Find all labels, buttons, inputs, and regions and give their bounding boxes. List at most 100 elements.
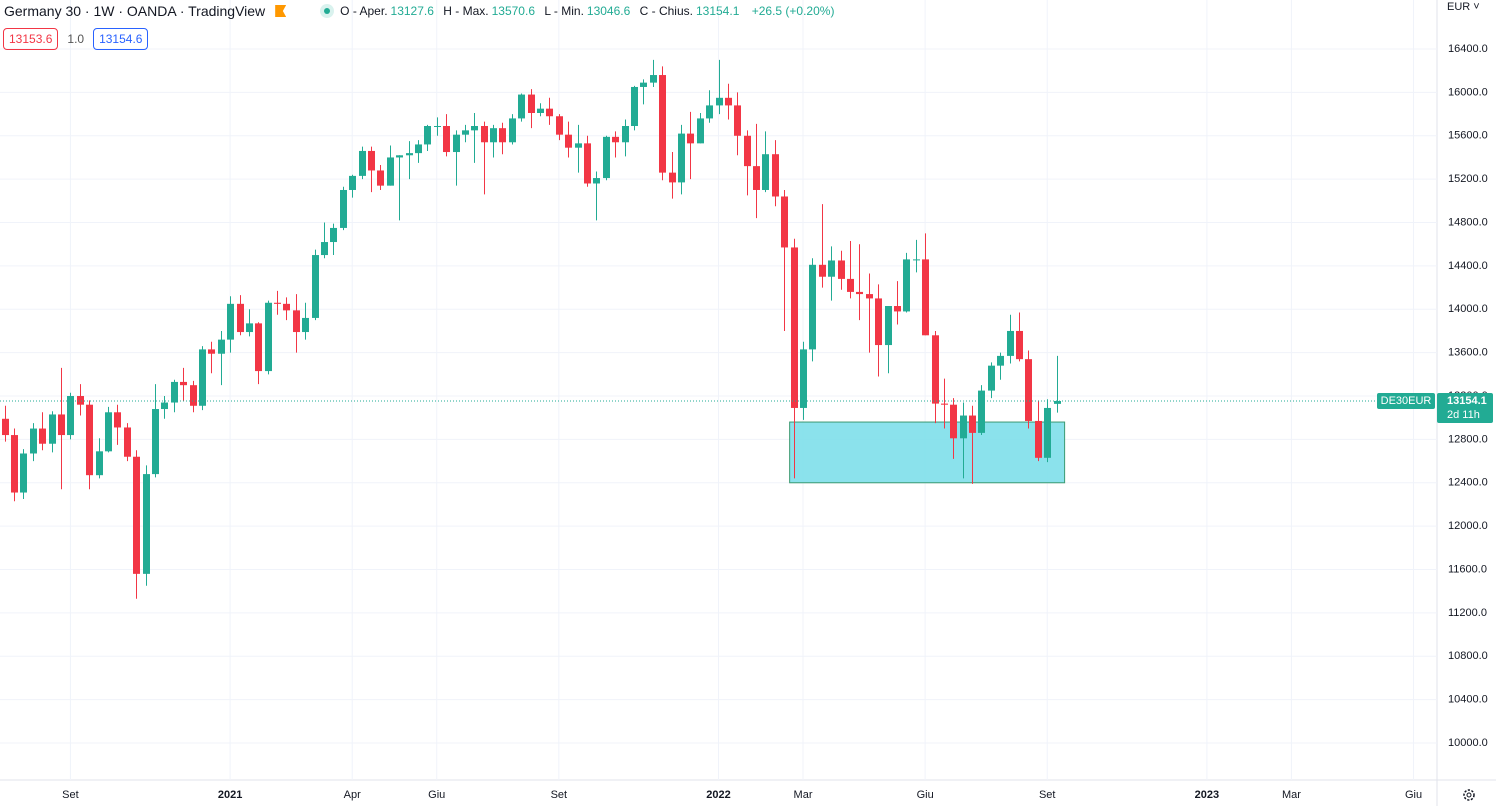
candle-body xyxy=(556,116,563,135)
candle-body xyxy=(913,259,920,261)
candle-body xyxy=(678,133,685,183)
y-tick-label: 11200.0 xyxy=(1448,607,1487,619)
settings-button[interactable] xyxy=(1463,789,1475,801)
candle-body xyxy=(58,414,65,436)
buy-button[interactable]: 13154.6 xyxy=(93,28,149,50)
legend-value: 13570.6 xyxy=(491,4,535,18)
candle-body xyxy=(415,144,422,154)
legend-value: 13127.6 xyxy=(390,4,434,18)
candle-body xyxy=(978,390,985,433)
candle-body xyxy=(227,303,234,340)
gear-ring xyxy=(1463,789,1475,801)
currency: EUR xyxy=(1447,1,1471,13)
candle-body xyxy=(199,349,206,406)
candle-body xyxy=(941,403,948,405)
legend-value: 13046.6 xyxy=(586,4,631,18)
candle-body xyxy=(575,143,582,148)
candle-body xyxy=(537,108,544,113)
x-tick-label: Apr xyxy=(344,789,361,801)
candle-body xyxy=(2,418,9,436)
candle-body xyxy=(349,175,356,190)
candle-body xyxy=(518,94,525,119)
candle-body xyxy=(885,306,892,346)
candle-body xyxy=(39,428,46,444)
market-status[interactable] xyxy=(320,4,335,18)
currency-button[interactable]: EUR ˅ xyxy=(1447,1,1480,13)
candle-body xyxy=(584,143,591,184)
y-tick-label: 16000.0 xyxy=(1448,86,1488,98)
candle-body xyxy=(274,302,281,304)
candle-body xyxy=(471,126,478,131)
candle-body xyxy=(293,310,300,333)
candle-body xyxy=(781,196,788,248)
candle-body xyxy=(161,402,168,410)
legend-label: L - Min. xyxy=(544,4,584,18)
candle-body xyxy=(359,150,366,176)
x-tick-label: Giu xyxy=(917,789,934,801)
candle-body xyxy=(114,412,121,428)
candle-body xyxy=(960,415,967,439)
candle-body xyxy=(1025,359,1032,421)
candle-body xyxy=(237,303,244,333)
symbol-title[interactable]: Germany 30 · 1W · OANDA · TradingView xyxy=(4,3,266,19)
candle-body xyxy=(866,294,873,299)
candle-body xyxy=(659,75,666,173)
header: Germany 30 · 1W · OANDA · TradingView O … xyxy=(4,3,840,19)
candle-body xyxy=(1016,330,1023,360)
candle-body xyxy=(152,409,159,475)
candle-body xyxy=(283,303,290,311)
candle-body xyxy=(706,105,713,119)
legend-label: O - Aper. xyxy=(340,4,388,18)
candle-body xyxy=(969,415,976,433)
candle-body xyxy=(1035,420,1042,458)
candle-body xyxy=(809,264,816,350)
zone-box xyxy=(789,421,1066,484)
symbol-tag-label: DE30EUR xyxy=(1381,395,1432,407)
candle-body xyxy=(997,355,1004,366)
last-price-label: 13154.1 xyxy=(1447,395,1487,407)
candle-body xyxy=(302,317,309,333)
y-tick-label: 12000.0 xyxy=(1448,520,1488,532)
candle-body xyxy=(30,428,37,454)
y-tick-label: 15200.0 xyxy=(1448,173,1488,185)
candle-body xyxy=(443,126,450,153)
x-tick-label: Giu xyxy=(1405,789,1422,801)
candle-body xyxy=(847,278,854,292)
candle-body xyxy=(838,260,845,279)
candle-body xyxy=(875,298,882,346)
gear-hub xyxy=(1466,792,1472,798)
candle-body xyxy=(950,404,957,439)
candle-body xyxy=(593,178,600,184)
candle-body xyxy=(1054,400,1061,404)
candle-body xyxy=(772,154,779,197)
candle-body xyxy=(143,474,150,574)
candle-body xyxy=(49,414,56,444)
candle-body xyxy=(1007,330,1014,356)
candle-body xyxy=(67,396,74,436)
x-tick-label: 2023 xyxy=(1195,789,1219,801)
candle-body xyxy=(744,135,751,167)
sell-button[interactable]: 13153.6 xyxy=(3,28,59,50)
candle-body xyxy=(856,291,863,295)
candle-body xyxy=(424,126,431,145)
candle-body xyxy=(762,154,769,190)
symbol-tag xyxy=(1377,392,1435,409)
y-tick-label: 14000.0 xyxy=(1448,303,1488,315)
candle-body xyxy=(894,306,901,312)
candle-body xyxy=(612,136,619,143)
y-tick-label: 13600.0 xyxy=(1448,347,1488,359)
candle-body xyxy=(434,126,441,128)
candle-body xyxy=(922,259,929,336)
candle-body xyxy=(246,323,253,333)
candle-body xyxy=(218,339,225,354)
candle-body xyxy=(734,105,741,136)
y-tick-label: 10800.0 xyxy=(1448,650,1488,662)
x-tick-label: Giu xyxy=(428,789,445,801)
flag[interactable] xyxy=(275,5,287,17)
candle-body xyxy=(387,157,394,186)
legend-label: H - Max. xyxy=(443,4,489,18)
candle-body xyxy=(650,75,657,83)
candle-body xyxy=(528,94,535,113)
candle-body xyxy=(11,435,18,493)
